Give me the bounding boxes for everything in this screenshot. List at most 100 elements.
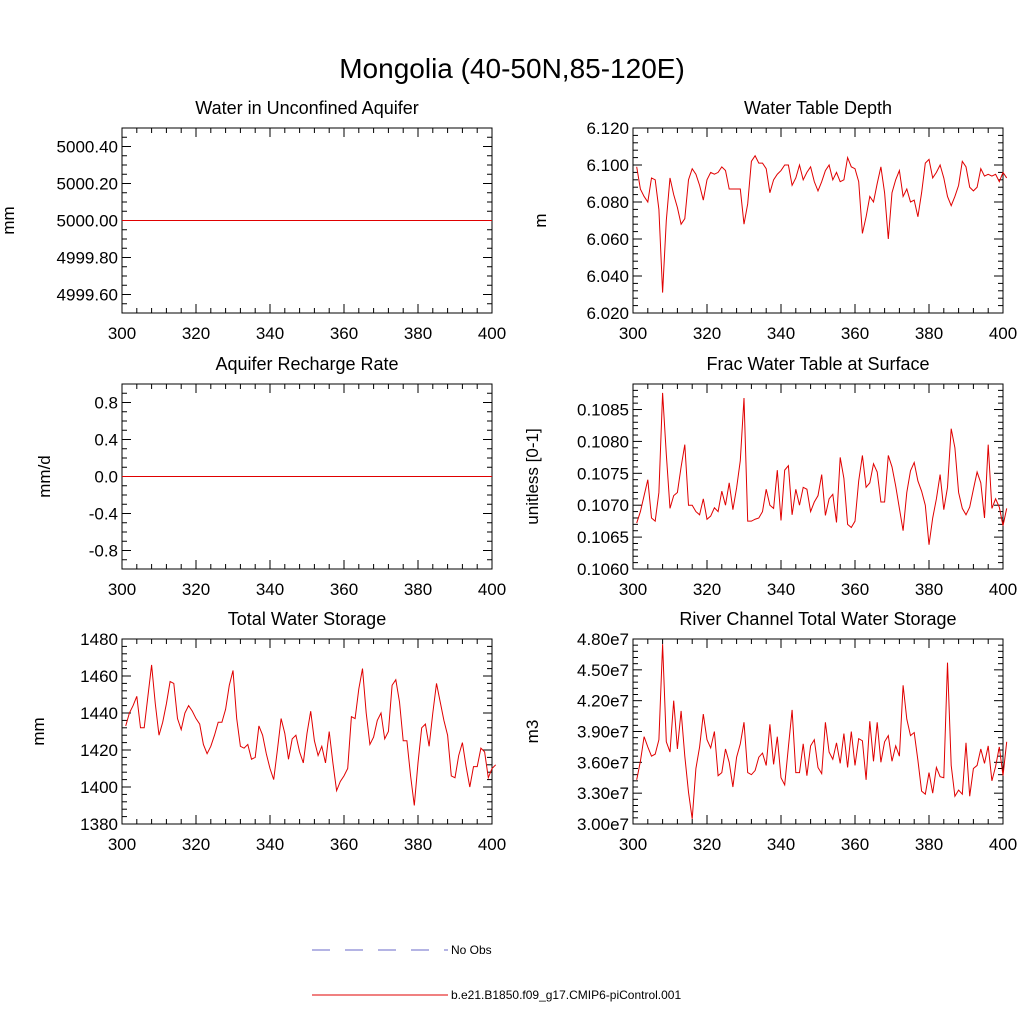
- y-tick-label: 4.50e7: [577, 661, 629, 680]
- x-tick-label: 340: [256, 324, 284, 343]
- x-tick-label: 400: [478, 324, 506, 343]
- x-tick-label: 380: [915, 580, 943, 599]
- x-tick-label: 320: [182, 835, 210, 854]
- legend: No Obs b.e21.B1850.f09_g17.CMIP6-piContr…: [312, 943, 681, 1002]
- x-tick-label: 340: [767, 580, 795, 599]
- x-tick-label: 400: [478, 835, 506, 854]
- x-tick-label: 300: [619, 580, 647, 599]
- y-tick-label: 5000.00: [57, 212, 118, 231]
- panel-aquifer-recharge-rate: Aquifer Recharge Rate mm/d 300 320 340 360 380…: [35, 354, 506, 599]
- x-tick-label: 360: [841, 580, 869, 599]
- panel-water-in-unconfined-aquifer: Water in Unconfined Aquifer mm 300 320 340 36…: [0, 98, 506, 343]
- panel-title: Frac Water Table at Surface: [706, 354, 929, 374]
- y-tick-label: 5000.20: [57, 175, 118, 194]
- series-line: [636, 644, 1008, 819]
- y-tick-label: 0.1060: [577, 560, 629, 579]
- y-tick-label: 0.1085: [577, 401, 629, 420]
- x-tick-label: 340: [256, 580, 284, 599]
- y-tick-label: 0.1080: [577, 432, 629, 451]
- x-tick-label: 400: [989, 835, 1017, 854]
- y-axis-label: unitless [0-1]: [523, 428, 542, 524]
- x-tick-label: 320: [693, 324, 721, 343]
- panel-grid: Water in Unconfined Aquifer mm 300 320 340 36…: [0, 98, 1017, 854]
- y-tick-label: -0.8: [89, 542, 118, 561]
- legend-label-model: b.e21.B1850.f09_g17.CMIP6-piControl.001: [451, 988, 681, 1002]
- x-tick-label: 340: [767, 835, 795, 854]
- y-tick-label: 1460: [80, 667, 118, 686]
- y-tick-label: 3.00e7: [577, 815, 629, 834]
- y-axis-label: mm: [29, 717, 48, 745]
- y-tick-label: 1420: [80, 741, 118, 760]
- x-tick-label: 380: [404, 324, 432, 343]
- y-tick-label: 5000.40: [57, 138, 118, 157]
- x-tick-label: 300: [108, 835, 136, 854]
- y-tick-label: 0.1065: [577, 528, 629, 547]
- x-tick-label: 400: [989, 324, 1017, 343]
- y-tick-label: 4.20e7: [577, 692, 629, 711]
- panel-title: Total Water Storage: [228, 609, 386, 629]
- y-axis-label: mm: [0, 206, 18, 234]
- x-tick-label: 300: [108, 580, 136, 599]
- y-tick-label: 4.80e7: [577, 630, 629, 649]
- x-tick-label: 340: [256, 835, 284, 854]
- y-tick-label: 0.4: [94, 431, 118, 450]
- y-tick-label: 6.100: [586, 156, 629, 175]
- y-axis-label: mm/d: [35, 455, 54, 498]
- plot-frame: [121, 638, 493, 825]
- plot-frame: [632, 383, 1004, 570]
- x-tick-label: 360: [330, 580, 358, 599]
- x-tick-label: 380: [404, 835, 432, 854]
- y-tick-label: 3.60e7: [577, 753, 629, 772]
- x-tick-label: 360: [841, 324, 869, 343]
- y-tick-label: 0.0: [94, 468, 118, 487]
- y-tick-label: 0.1075: [577, 464, 629, 483]
- y-axis-label: m3: [523, 720, 542, 744]
- x-tick-label: 360: [841, 835, 869, 854]
- x-tick-label: 380: [404, 580, 432, 599]
- legend-label-no-obs: No Obs: [451, 943, 492, 957]
- y-tick-label: 1480: [80, 630, 118, 649]
- figure-title: Mongolia (40-50N,85-120E): [339, 53, 685, 84]
- x-tick-label: 300: [108, 324, 136, 343]
- panel-frac-water-table-at-surface: Frac Water Table at Surface unitless [0-1…: [523, 354, 1017, 599]
- panel-title: Water Table Depth: [744, 98, 892, 118]
- panel-title: Aquifer Recharge Rate: [215, 354, 398, 374]
- y-tick-label: 0.8: [94, 394, 118, 413]
- panel-water-table-depth: Water Table Depth m 300 320 340 360 380 400 6.02…: [531, 98, 1017, 343]
- panel-river-channel-total-water-storage: River Channel Total Water Storage m3 300 32…: [523, 609, 1017, 854]
- series-line: [125, 664, 497, 806]
- x-tick-label: 360: [330, 835, 358, 854]
- x-tick-label: 320: [693, 580, 721, 599]
- x-tick-label: 340: [767, 324, 795, 343]
- x-tick-label: 360: [330, 324, 358, 343]
- x-tick-label: 320: [182, 324, 210, 343]
- y-tick-label: 1400: [80, 778, 118, 797]
- y-tick-label: 1440: [80, 704, 118, 723]
- x-tick-label: 380: [915, 835, 943, 854]
- y-tick-label: 3.30e7: [577, 784, 629, 803]
- y-tick-label: 6.080: [586, 193, 629, 212]
- y-tick-label: 1380: [80, 815, 118, 834]
- y-tick-label: 6.040: [586, 267, 629, 286]
- y-tick-label: 3.90e7: [577, 723, 629, 742]
- y-tick-label: 6.020: [586, 304, 629, 323]
- plot-frame: [632, 127, 1004, 314]
- y-tick-label: 4999.60: [57, 286, 118, 305]
- x-tick-label: 400: [989, 580, 1017, 599]
- x-tick-label: 320: [182, 580, 210, 599]
- y-tick-label: -0.4: [89, 505, 118, 524]
- y-tick-label: 6.120: [586, 119, 629, 138]
- y-tick-label: 4999.80: [57, 249, 118, 268]
- y-axis-label: m: [531, 213, 550, 227]
- panel-title: River Channel Total Water Storage: [679, 609, 956, 629]
- series-line: [636, 392, 1008, 545]
- x-tick-label: 400: [478, 580, 506, 599]
- series-line: [636, 154, 1008, 293]
- panel-total-water-storage: Total Water Storage mm 300 320 340 360 380 400 1…: [29, 609, 506, 854]
- x-tick-label: 320: [693, 835, 721, 854]
- y-tick-label: 0.1070: [577, 496, 629, 515]
- panel-title: Water in Unconfined Aquifer: [195, 98, 418, 118]
- x-tick-label: 380: [915, 324, 943, 343]
